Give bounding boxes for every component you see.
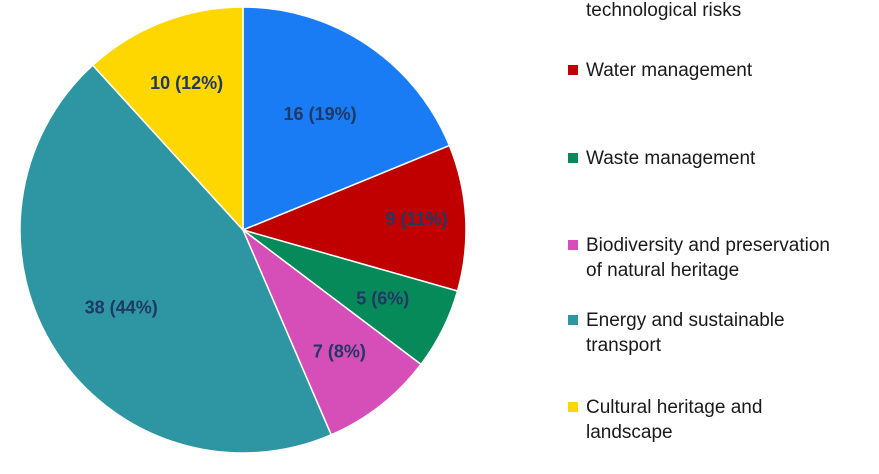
slice-label: 16 (19%) — [284, 104, 357, 124]
legend-item: Water management — [568, 58, 838, 83]
legend-label: Water management — [586, 60, 753, 81]
legend-item: technological risks — [568, 0, 838, 23]
legend-item: Cultural heritage and landscape — [568, 395, 838, 445]
legend-item: Biodiversity and preservation of natural… — [568, 233, 838, 283]
pie-slice — [241, 227, 423, 436]
pie-area: 16 (19%) 9 (11%) 5 (6%) 7 (8%) 38 (44%) 10 (1… — [19, 6, 467, 454]
legend-swatch — [568, 402, 578, 412]
legend-label: Energy and sustainable transport — [586, 310, 785, 356]
legend-swatch — [568, 65, 578, 75]
pie-slice — [91, 6, 244, 232]
pie-slice — [242, 6, 451, 232]
legend-label: Waste management — [586, 148, 756, 169]
slice-label: 38 (44%) — [85, 297, 158, 317]
slice-label: 9 (11%) — [386, 209, 448, 229]
legend-swatch — [568, 315, 578, 325]
slice-label: 7 (8%) — [313, 342, 366, 362]
legend-swatch — [568, 153, 578, 163]
pie-slice — [240, 144, 467, 292]
legend-item: Energy and sustainable transport — [568, 308, 838, 358]
legend-item: Waste management — [568, 146, 838, 171]
pie-slice — [19, 64, 333, 454]
legend-label: Cultural heritage and landscape — [586, 397, 763, 443]
legend-swatch — [568, 240, 578, 250]
slice-label: 5 (6%) — [356, 288, 409, 308]
legend-label: technological risks — [586, 0, 742, 21]
legend-label: Biodiversity and preservation of natural… — [586, 235, 830, 281]
slice-label: 10 (12%) — [150, 73, 223, 93]
